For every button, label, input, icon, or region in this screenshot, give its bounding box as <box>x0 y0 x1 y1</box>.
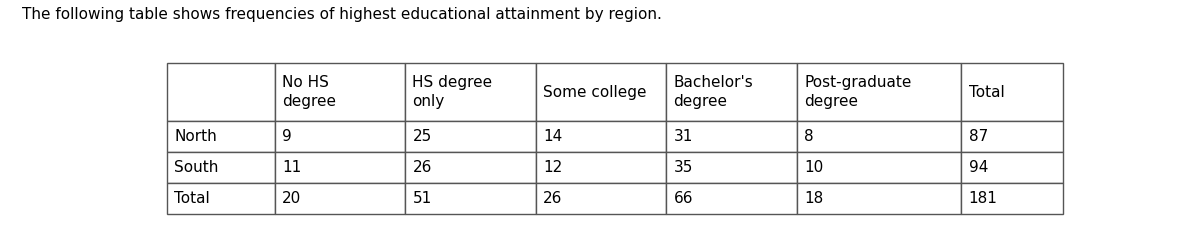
Bar <box>666 183 797 214</box>
Bar <box>167 63 275 121</box>
Bar <box>797 63 961 121</box>
Bar <box>961 183 1063 214</box>
Bar <box>666 63 797 121</box>
Bar <box>406 121 535 152</box>
Bar <box>961 63 1063 121</box>
Bar <box>535 63 666 121</box>
Bar <box>275 152 406 183</box>
Text: 66: 66 <box>673 191 694 206</box>
Text: 26: 26 <box>413 160 432 175</box>
Text: Post-graduate
degree: Post-graduate degree <box>804 75 911 109</box>
Bar <box>167 183 275 214</box>
Bar <box>406 183 535 214</box>
Bar <box>406 152 535 183</box>
Bar <box>535 121 666 152</box>
Text: No HS
degree: No HS degree <box>282 75 336 109</box>
Text: Some college: Some college <box>544 85 647 100</box>
Text: 9: 9 <box>282 129 292 144</box>
Text: 26: 26 <box>544 191 563 206</box>
Text: Total: Total <box>174 191 210 206</box>
Bar <box>797 121 961 152</box>
Text: 181: 181 <box>968 191 997 206</box>
Bar <box>961 152 1063 183</box>
Bar <box>406 63 535 121</box>
Bar <box>275 183 406 214</box>
Text: 18: 18 <box>804 191 823 206</box>
Text: 94: 94 <box>968 160 988 175</box>
Text: 31: 31 <box>673 129 692 144</box>
Bar <box>275 121 406 152</box>
Text: The following table shows frequencies of highest educational attainment by regio: The following table shows frequencies of… <box>22 7 661 22</box>
Text: North: North <box>174 129 217 144</box>
Text: South: South <box>174 160 218 175</box>
Bar <box>167 121 275 152</box>
Text: 20: 20 <box>282 191 301 206</box>
Text: 14: 14 <box>544 129 563 144</box>
Text: 25: 25 <box>413 129 432 144</box>
Text: Total: Total <box>968 85 1004 100</box>
Text: 11: 11 <box>282 160 301 175</box>
Text: Bachelor's
degree: Bachelor's degree <box>673 75 754 109</box>
Text: 87: 87 <box>968 129 988 144</box>
Bar <box>961 121 1063 152</box>
Text: 12: 12 <box>544 160 563 175</box>
Bar <box>666 152 797 183</box>
Bar <box>535 183 666 214</box>
Text: 51: 51 <box>413 191 432 206</box>
Bar <box>167 152 275 183</box>
Bar <box>535 152 666 183</box>
Bar <box>797 183 961 214</box>
Text: 8: 8 <box>804 129 814 144</box>
Text: 10: 10 <box>804 160 823 175</box>
Bar <box>797 152 961 183</box>
Bar <box>666 121 797 152</box>
Bar <box>275 63 406 121</box>
Text: 35: 35 <box>673 160 692 175</box>
Text: HS degree
only: HS degree only <box>413 75 493 109</box>
